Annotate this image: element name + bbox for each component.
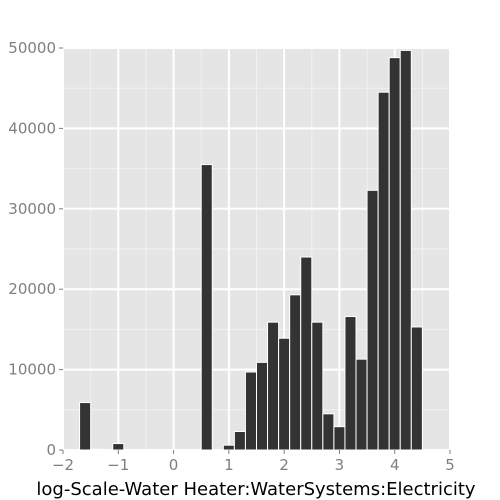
x-tick-label: 1 [224,456,234,474]
histogram-bar [90,448,103,451]
y-tick-label: 50000 [8,39,56,57]
axis-ticks: −2 −1 0 1 2 3 4 5 0 10000 20000 30000 40000 50000 [8,39,454,474]
histogram-bar [322,413,335,451]
histogram-bar [267,321,280,451]
histogram-bar [355,358,368,451]
y-tick-label: 40000 [8,119,56,137]
y-tick-label: 20000 [8,280,56,298]
x-tick-label: 5 [445,456,455,474]
histogram-bar [112,443,125,451]
y-tick-label: 30000 [8,200,56,218]
histogram-bar [256,361,269,451]
x-tick-label: 3 [335,456,345,474]
histogram-bar [410,326,423,451]
histogram-bar [79,402,92,451]
histogram-bar [278,337,291,451]
histogram-bar [399,49,412,451]
histogram-bar [300,256,313,451]
histogram-bar [200,164,213,451]
histogram-bar [289,294,302,451]
y-tick-label: 10000 [8,361,56,379]
x-tick-label: 2 [279,456,289,474]
histogram-bar [377,91,390,451]
histogram-bar [244,371,257,451]
histogram-bar [233,431,246,451]
histogram-bar [222,444,235,451]
x-tick-label: 4 [390,456,400,474]
y-tick-label: 0 [46,441,56,459]
histogram-bar [344,316,357,451]
histogram-bar [366,189,379,451]
histogram-bar [388,57,401,451]
x-axis-title: log-Scale-Water Heater:WaterSystems:Elec… [36,479,476,500]
x-tick-label: −1 [107,456,129,474]
x-tick-label: −2 [52,456,74,474]
histogram-bar [333,426,346,451]
bars-group [79,49,423,451]
x-tick-label: 0 [169,456,179,474]
histogram-bar [311,321,324,451]
